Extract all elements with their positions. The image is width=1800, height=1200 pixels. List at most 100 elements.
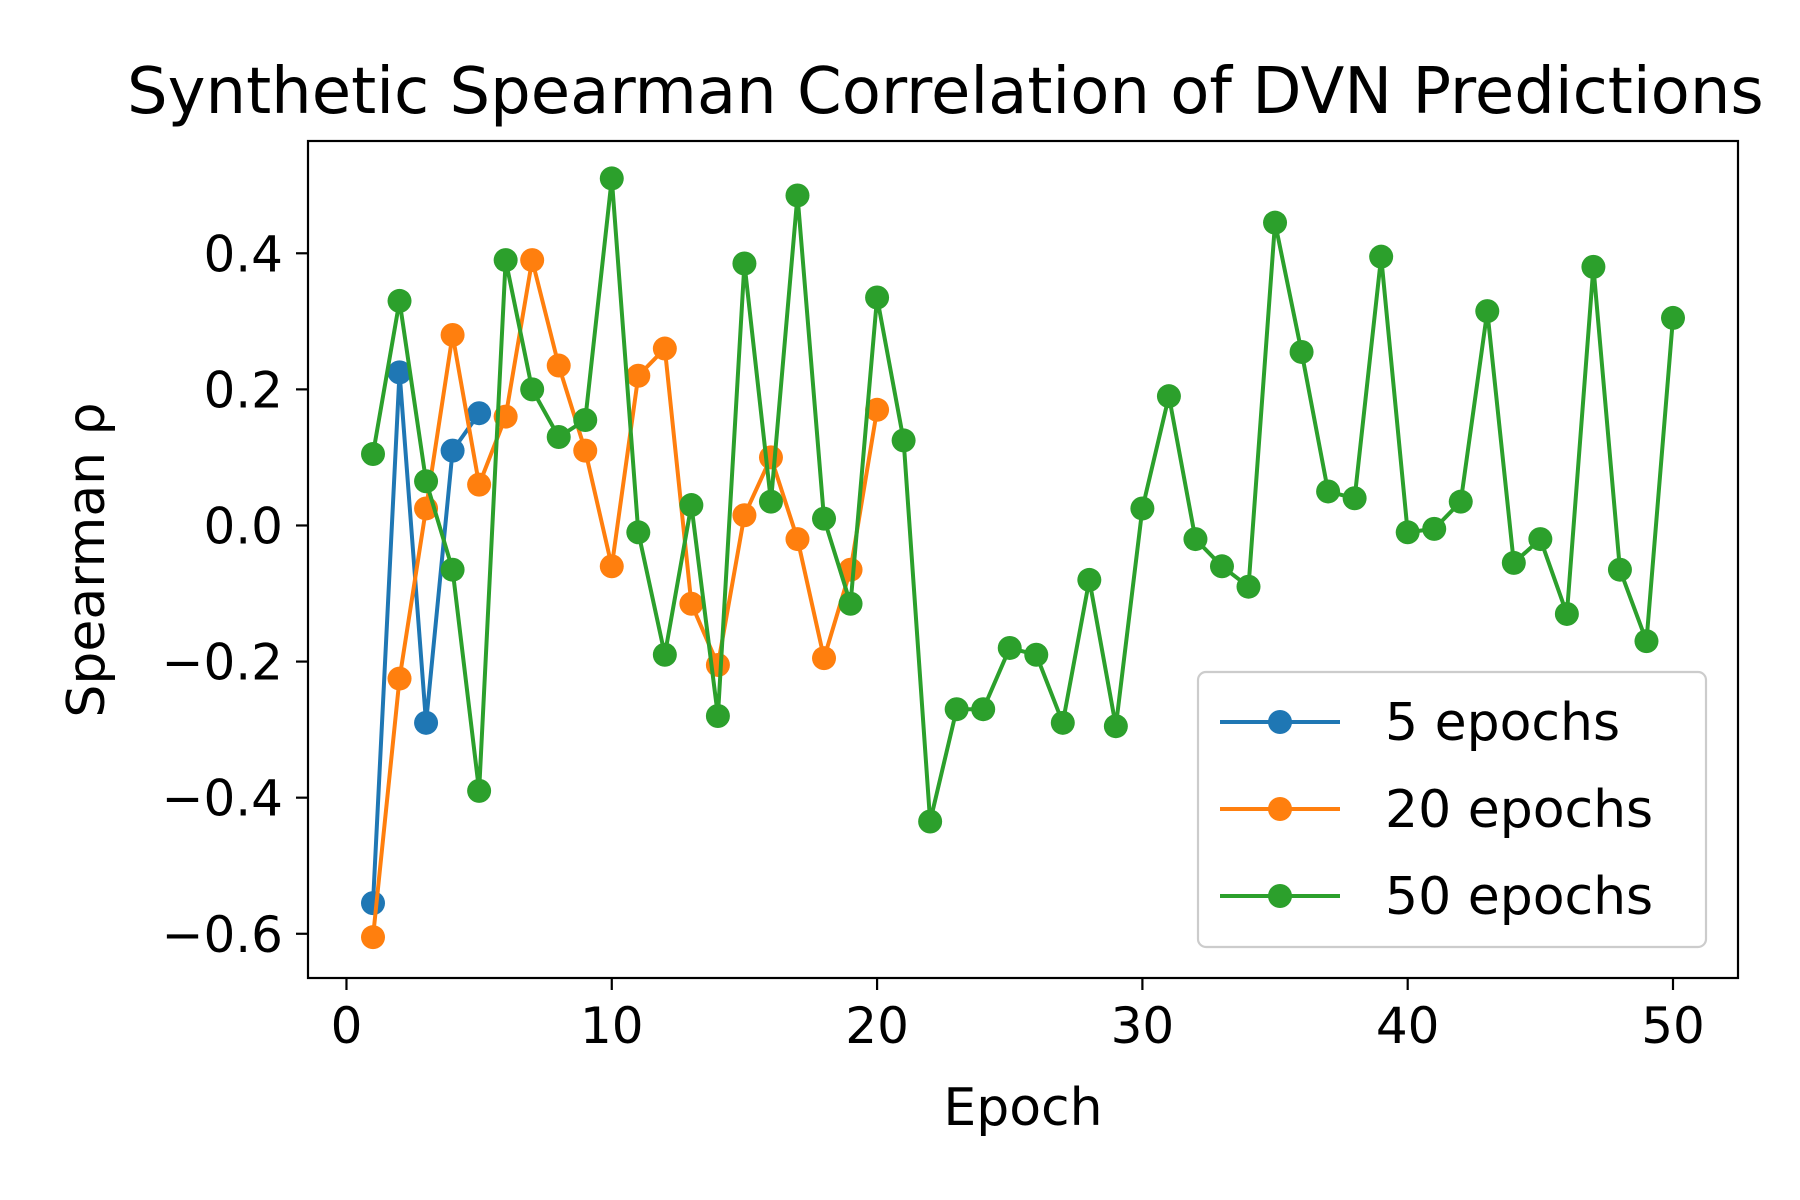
series-line-20-epochs: [371, 258, 880, 938]
data-point-50-epochs: [1289, 339, 1314, 364]
legend-label-50-epochs: 50 epochs: [1385, 867, 1653, 927]
data-point-50-epochs: [785, 183, 810, 208]
legend-label-20-epochs: 20 epochs: [1385, 780, 1653, 840]
x-tick-label: 50: [1641, 997, 1705, 1055]
data-point-50-epochs: [1103, 714, 1128, 739]
data-point-50-epochs: [1422, 516, 1447, 541]
data-point-50-epochs: [1077, 567, 1102, 592]
legend-marker-20-epochs: [1268, 797, 1292, 821]
data-point-20-epochs: [652, 336, 677, 361]
legend-label-5-epochs: 5 epochs: [1385, 693, 1620, 753]
data-point-50-epochs: [1183, 527, 1208, 552]
legend-marker-50-epochs: [1268, 884, 1292, 908]
data-point-50-epochs: [1263, 210, 1288, 235]
data-point-50-epochs: [732, 251, 757, 276]
data-point-50-epochs: [652, 642, 677, 667]
y-tick-label: −0.6: [162, 906, 283, 964]
y-tick-label: 0.2: [203, 361, 283, 419]
data-point-20-epochs: [626, 363, 651, 388]
data-point-50-epochs: [1342, 486, 1367, 511]
data-point-20-epochs: [361, 925, 385, 950]
data-point-20-epochs: [467, 472, 492, 497]
data-point-50-epochs: [1050, 710, 1075, 735]
data-point-20-epochs: [546, 353, 571, 378]
data-point-50-epochs: [467, 778, 492, 803]
data-point-20-epochs: [387, 666, 412, 691]
data-point-50-epochs: [891, 428, 916, 453]
x-tick-label: 0: [331, 997, 363, 1055]
data-point-50-epochs: [865, 285, 890, 310]
data-point-50-epochs: [573, 408, 598, 432]
chart-title: Synthetic Spearman Correlation of DVN Pr…: [127, 55, 1764, 129]
data-point-20-epochs: [520, 248, 545, 273]
data-point-50-epochs: [546, 425, 571, 450]
data-point-20-epochs: [732, 503, 757, 528]
data-point-20-epochs: [785, 527, 810, 552]
data-point-50-epochs: [1156, 384, 1181, 409]
data-point-5-epochs: [467, 401, 492, 426]
y-tick-label: −0.2: [162, 634, 283, 692]
data-point-5-epochs: [440, 438, 465, 463]
data-point-20-epochs: [865, 397, 890, 422]
series-layer: [361, 166, 1685, 950]
x-axis-label: Epoch: [943, 1078, 1102, 1138]
x-tick-label: 30: [1111, 997, 1175, 1055]
legend-box: [1196, 670, 1708, 949]
data-point-20-epochs: [758, 445, 783, 470]
data-point-50-epochs: [599, 166, 624, 191]
data-point-50-epochs: [1634, 629, 1659, 654]
legend-marker-5-epochs: [1268, 710, 1292, 734]
data-point-50-epochs: [1316, 479, 1341, 504]
data-point-50-epochs: [1448, 489, 1473, 514]
data-point-50-epochs: [812, 506, 837, 531]
legend-entries: 5 epochs 20 epochs 50 epochs: [1220, 693, 1653, 927]
data-point-50-epochs: [1528, 527, 1553, 552]
data-point-50-epochs: [997, 635, 1022, 660]
data-point-50-epochs: [1369, 244, 1394, 269]
y-axis-label: Spearman ρ: [57, 402, 117, 717]
data-point-50-epochs: [1661, 305, 1685, 330]
data-point-50-epochs: [1475, 299, 1500, 324]
data-point-50-epochs: [679, 493, 704, 518]
data-point-50-epochs: [1209, 554, 1234, 579]
data-point-50-epochs: [1554, 601, 1579, 626]
data-point-50-epochs: [520, 377, 545, 402]
data-point-50-epochs: [1607, 557, 1632, 582]
data-point-50-epochs: [971, 697, 996, 722]
data-point-50-epochs: [626, 520, 651, 545]
data-point-50-epochs: [705, 704, 730, 729]
data-point-20-epochs: [573, 438, 598, 463]
y-tick-label: 0.4: [203, 225, 283, 283]
data-point-20-epochs: [679, 591, 704, 616]
data-point-50-epochs: [387, 288, 412, 313]
y-tick-label: 0.0: [203, 497, 283, 555]
data-point-50-epochs: [758, 489, 783, 514]
data-point-5-epochs: [387, 360, 412, 385]
data-point-20-epochs: [838, 557, 863, 582]
data-point-50-epochs: [1501, 550, 1526, 575]
x-tick-label: 10: [580, 997, 644, 1055]
data-point-50-epochs: [1236, 574, 1261, 599]
data-point-20-epochs: [440, 322, 465, 347]
data-point-5-epochs: [414, 710, 439, 735]
data-point-50-epochs: [1395, 520, 1420, 545]
data-point-5-epochs: [361, 891, 385, 916]
data-point-50-epochs: [838, 591, 863, 616]
x-axis-ticks: 0 10 20 30 40 50: [331, 978, 1705, 1055]
data-point-20-epochs: [812, 646, 837, 671]
y-tick-label: −0.4: [162, 770, 283, 828]
data-point-50-epochs: [918, 809, 943, 834]
legend: 5 epochs 20 epochs 50 epochs: [1196, 670, 1708, 949]
plot-area-frame: [306, 139, 1740, 980]
data-point-50-epochs: [944, 697, 969, 722]
data-point-50-epochs: [1581, 254, 1606, 279]
data-point-50-epochs: [493, 248, 518, 273]
data-point-50-epochs: [1130, 496, 1155, 521]
data-point-20-epochs: [599, 554, 624, 579]
data-point-50-epochs: [414, 469, 439, 494]
y-axis-ticks: −0.6 −0.4 −0.2 0.0 0.2 0.4: [162, 225, 308, 964]
data-point-50-epochs: [440, 557, 465, 582]
x-tick-label: 40: [1376, 997, 1440, 1055]
